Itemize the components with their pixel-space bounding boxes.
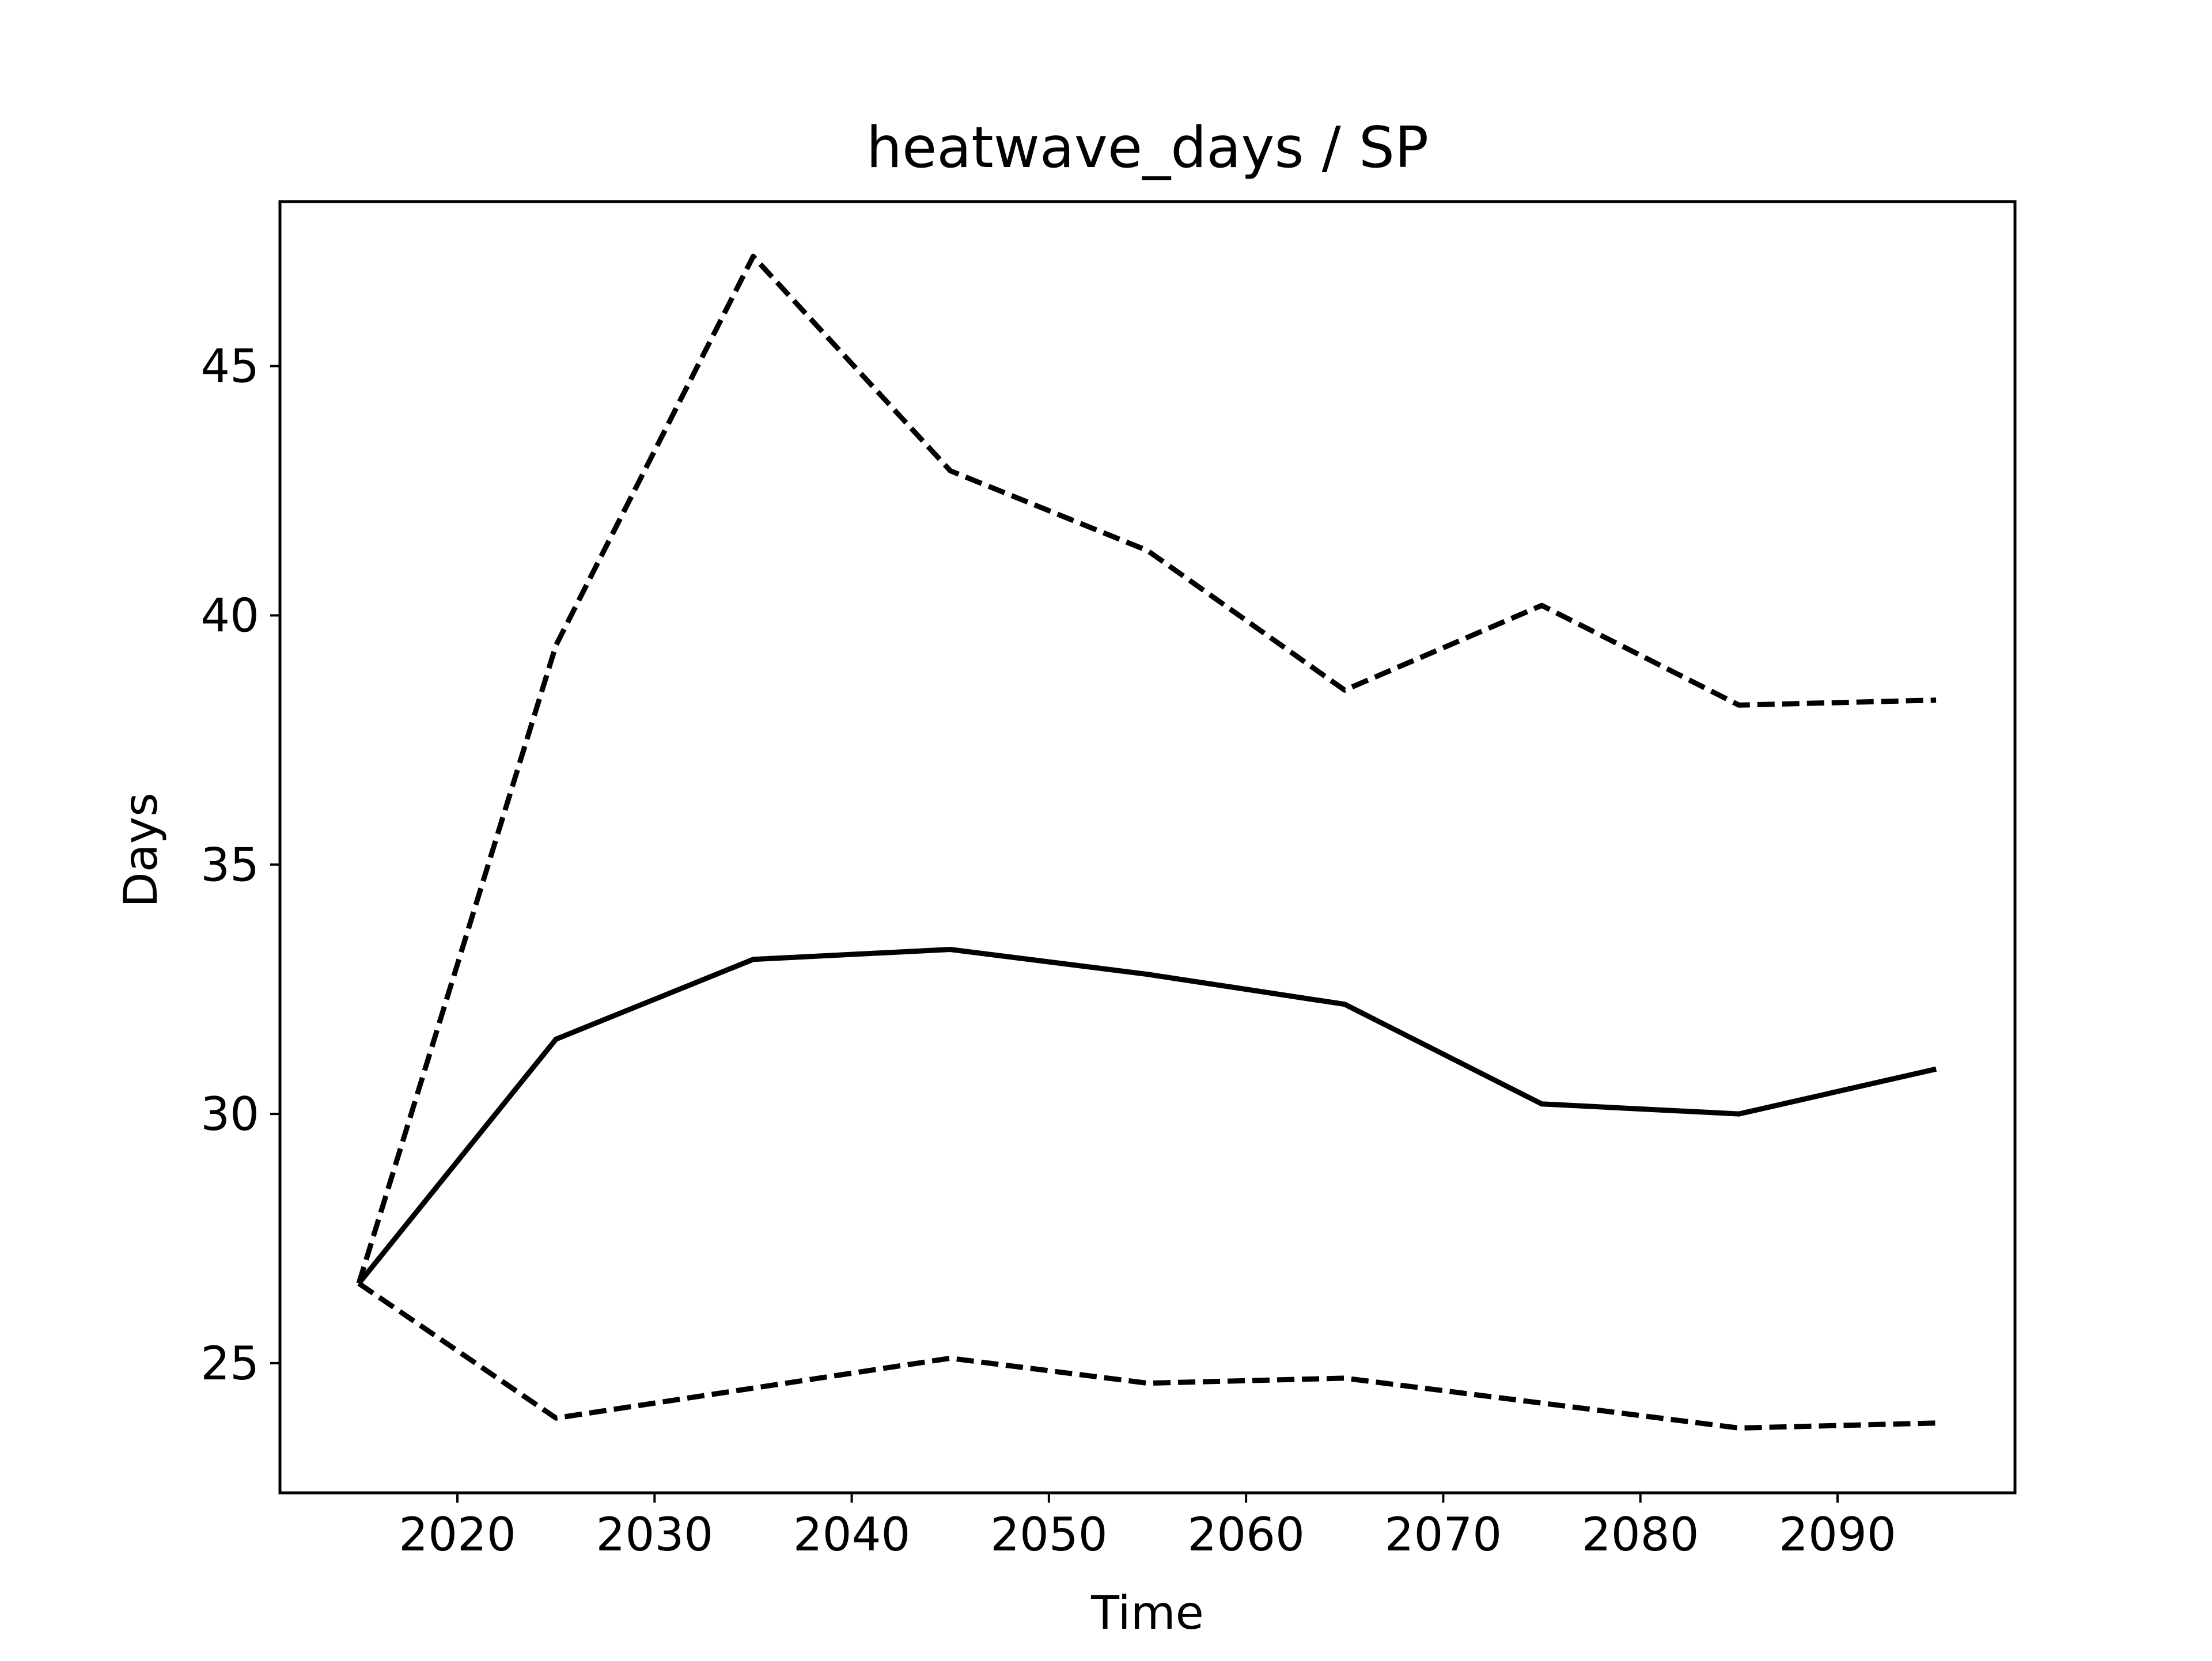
series-line-2-solid (357, 947, 1937, 1285)
plot-frame (278, 200, 2017, 1495)
y-tick-label-40: 40 (200, 589, 259, 642)
chart-title: heatwave_days / SP (866, 115, 1429, 181)
y-tick-label-35: 35 (200, 838, 259, 892)
x-tick-label-2020: 2020 (399, 1508, 516, 1561)
x-tick-label-2090: 2090 (1779, 1508, 1896, 1561)
series-line-1-dashed (356, 253, 1937, 1284)
plot-area: 2020 2030 2040 2050 2060 2070 2080 2090 25 30 35 40… (200, 200, 2017, 1561)
x-axis-label: Time (1090, 1586, 1204, 1640)
x-tick-label-2080: 2080 (1582, 1508, 1699, 1561)
x-tick-label-2070: 2070 (1385, 1508, 1502, 1561)
y-tick-label-25: 25 (200, 1337, 259, 1390)
x-tick-label-2030: 2030 (596, 1508, 714, 1561)
series-line-3-dashed (357, 1281, 1937, 1431)
x-tick-label-2040: 2040 (793, 1508, 911, 1561)
y-axis-label: Days (114, 792, 168, 908)
y-tick-label-30: 30 (200, 1087, 259, 1141)
x-tick-label-2050: 2050 (990, 1508, 1108, 1561)
x-tick-label-2060: 2060 (1187, 1508, 1305, 1561)
y-tick-label-45: 45 (200, 340, 259, 393)
